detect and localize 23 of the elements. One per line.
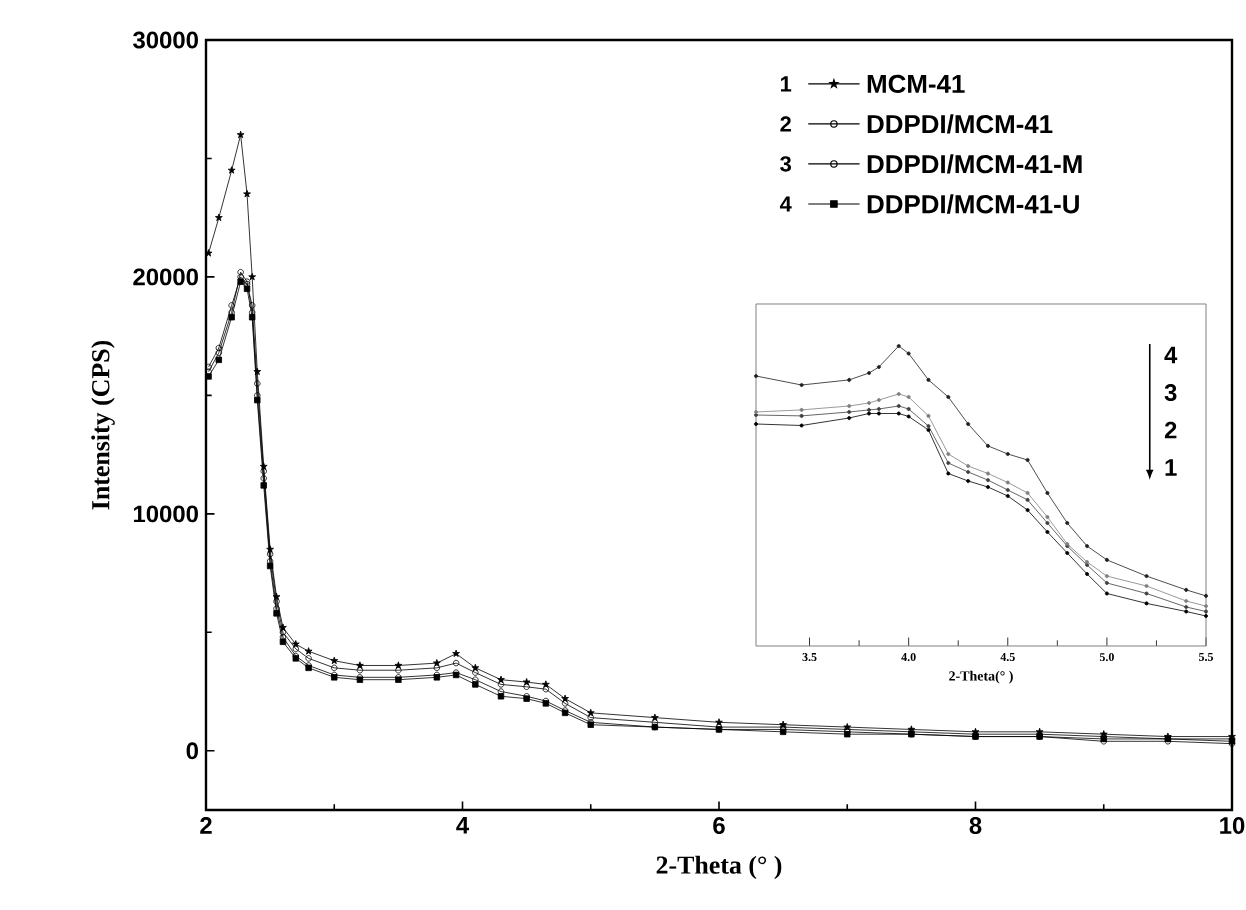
annotation: 3 [780,156,791,172]
annotation: 1 [1165,459,1177,476]
legend-label: MCM-41 [867,74,965,94]
x-tick-label: 2 [200,817,212,834]
y-tick-label: 30000 [133,31,198,49]
y-tick-label: 10000 [133,505,198,523]
legend-label: DDPDI/MCM-41-M [867,154,1082,174]
x-tick-label: 4 [456,817,470,834]
legend-label: DDPDI/MCM-41 [867,114,1053,134]
annotation: 1 [780,76,792,92]
x-tick-label: 6 [713,817,725,834]
annotation: 2 [780,116,791,132]
annotation: 4 [1164,346,1178,364]
y-axis-title: Intensity (CPS) [91,340,115,510]
x-tick-label: 8 [969,817,982,834]
y-tick-label: 0 [186,742,198,760]
legend-label: DDPDI/MCM-41-U [867,194,1079,214]
x-tick-label: 10 [1220,817,1245,834]
annotation: 3 [1164,384,1177,401]
x-axis-title: 2-Theta (° ) [656,855,782,880]
annotation: 2 [1164,421,1177,439]
y-tick-label: 20000 [133,268,198,286]
annotation: 4 [779,196,792,212]
